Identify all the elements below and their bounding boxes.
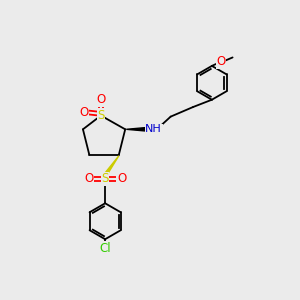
Text: O: O: [96, 93, 106, 106]
Text: S: S: [101, 172, 109, 185]
Text: S: S: [97, 109, 105, 122]
Text: O: O: [216, 56, 225, 68]
Polygon shape: [126, 128, 145, 131]
Text: O: O: [117, 172, 126, 185]
Polygon shape: [104, 156, 119, 176]
Text: O: O: [84, 172, 93, 185]
Text: Cl: Cl: [99, 242, 111, 255]
Text: NH: NH: [146, 124, 162, 134]
Text: O: O: [79, 106, 88, 119]
